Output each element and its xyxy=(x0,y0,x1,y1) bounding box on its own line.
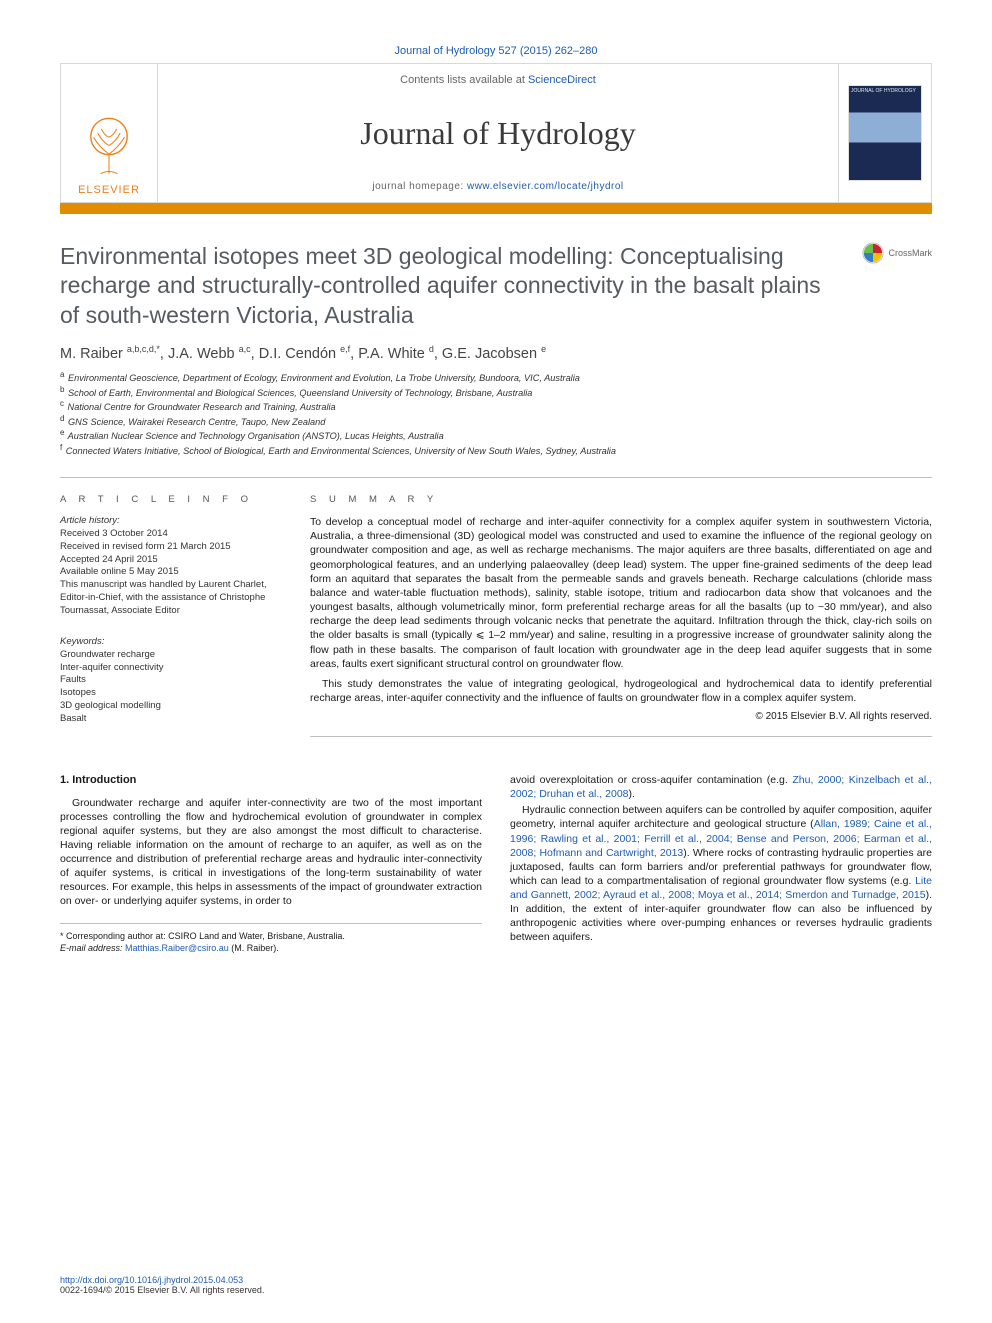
keyword: 3D geological modelling xyxy=(60,700,276,713)
affiliation-line: b School of Earth, Environmental and Bio… xyxy=(60,385,932,399)
corresponding-footnote: * Corresponding author at: CSIRO Land an… xyxy=(60,923,482,954)
abstract-para: This study demonstrates the value of int… xyxy=(310,677,932,705)
keywords-heading: Keywords: xyxy=(60,636,276,647)
journal-cover: JOURNAL OF HYDROLOGY xyxy=(839,64,931,202)
email-link[interactable]: Matthias.Raiber@csiro.au xyxy=(125,943,229,953)
affiliation-line: d GNS Science, Wairakei Research Centre,… xyxy=(60,414,932,428)
doi-link[interactable]: http://dx.doi.org/10.1016/j.jhydrol.2015… xyxy=(60,1275,243,1285)
homepage-prefix: journal homepage: xyxy=(372,181,467,192)
history-line: This manuscript was handled by Laurent C… xyxy=(60,579,276,617)
history-line: Accepted 24 April 2015 xyxy=(60,554,276,567)
keyword: Isotopes xyxy=(60,687,276,700)
journal-cover-thumb: JOURNAL OF HYDROLOGY xyxy=(849,86,921,180)
article-header: CrossMark Environmental isotopes meet 3D… xyxy=(60,242,932,457)
journal-homepage-line: journal homepage: www.elsevier.com/locat… xyxy=(372,181,623,192)
keyword: Inter-aquifer connectivity xyxy=(60,662,276,675)
keyword: Groundwater recharge xyxy=(60,649,276,662)
affiliation-line: e Australian Nuclear Science and Technol… xyxy=(60,428,932,442)
abstract-para: To develop a conceptual model of recharg… xyxy=(310,515,932,671)
running-head-link[interactable]: Journal of Hydrology 527 (2015) 262–280 xyxy=(394,45,597,57)
history-line: Available online 5 May 2015 xyxy=(60,566,276,579)
summary-column: S U M M A R Y To develop a conceptual mo… xyxy=(310,494,932,737)
contents-available-line: Contents lists available at ScienceDirec… xyxy=(400,74,596,86)
masthead-center: Contents lists available at ScienceDirec… xyxy=(157,64,839,202)
affiliation-line: c National Centre for Groundwater Resear… xyxy=(60,399,932,413)
page-footer: http://dx.doi.org/10.1016/j.jhydrol.2015… xyxy=(60,1275,264,1295)
intro-para-1-cont: avoid overexploitation or cross-aquifer … xyxy=(510,773,932,801)
para1-cont-text: avoid overexploitation or cross-aquifer … xyxy=(510,774,792,786)
intro-para-2: Hydraulic connection between aquifers ca… xyxy=(510,803,932,944)
abstract-copyright: © 2015 Elsevier B.V. All rights reserved… xyxy=(310,711,932,722)
article-title: Environmental isotopes meet 3D geologica… xyxy=(60,242,932,330)
issn-line: 0022-1694/© 2015 Elsevier B.V. All right… xyxy=(60,1285,264,1295)
keyword: Basalt xyxy=(60,713,276,726)
crossmark-button[interactable]: CrossMark xyxy=(862,242,932,264)
crossmark-icon xyxy=(862,242,884,264)
para1-end: ). xyxy=(629,788,635,800)
masthead: ELSEVIER Contents lists available at Sci… xyxy=(60,63,932,203)
abstract-body: To develop a conceptual model of recharg… xyxy=(310,515,932,705)
intro-para-1: Groundwater recharge and aquifer inter-c… xyxy=(60,796,482,909)
summary-heading: S U M M A R Y xyxy=(310,494,932,505)
publisher-logo-block: ELSEVIER xyxy=(61,64,157,202)
section-1-heading: 1. Introduction xyxy=(60,773,482,788)
keyword: Faults xyxy=(60,674,276,687)
contents-prefix: Contents lists available at xyxy=(400,74,528,86)
elsevier-wordmark: ELSEVIER xyxy=(67,184,151,196)
elsevier-tree-icon xyxy=(74,112,144,182)
cover-text: JOURNAL OF HYDROLOGY xyxy=(851,89,919,94)
article-body: 1. Introduction Groundwater recharge and… xyxy=(60,773,932,953)
running-head: Journal of Hydrology 527 (2015) 262–280 xyxy=(60,45,932,57)
crossmark-label: CrossMark xyxy=(888,248,932,258)
history-line: Received in revised form 21 March 2015 xyxy=(60,541,276,554)
keywords-list: Groundwater rechargeInter-aquifer connec… xyxy=(60,649,276,726)
homepage-url[interactable]: www.elsevier.com/locate/jhydrol xyxy=(467,181,624,192)
affiliation-line: f Connected Waters Initiative, School of… xyxy=(60,443,932,457)
history-heading: Article history: xyxy=(60,515,276,526)
email-suffix: (M. Raiber). xyxy=(229,943,279,953)
info-abstract-row: A R T I C L E I N F O Article history: R… xyxy=(60,477,932,737)
orange-rule xyxy=(60,203,932,214)
article-info-heading: A R T I C L E I N F O xyxy=(60,494,276,505)
sciencedirect-link[interactable]: ScienceDirect xyxy=(528,74,596,86)
affiliations: a Environmental Geoscience, Department o… xyxy=(60,370,932,457)
affiliation-line: a Environmental Geoscience, Department o… xyxy=(60,370,932,384)
email-label: E-mail address: xyxy=(60,943,125,953)
corresponding-author: * Corresponding author at: CSIRO Land an… xyxy=(60,930,482,942)
author-list: M. Raiber a,b,c,d,*, J.A. Webb a,c, D.I.… xyxy=(60,344,932,362)
abstract-rule xyxy=(310,736,932,737)
history-line: Received 3 October 2014 xyxy=(60,528,276,541)
history-lines: Received 3 October 2014Received in revis… xyxy=(60,528,276,618)
journal-name: Journal of Hydrology xyxy=(360,115,636,152)
article-info-column: A R T I C L E I N F O Article history: R… xyxy=(60,494,276,737)
